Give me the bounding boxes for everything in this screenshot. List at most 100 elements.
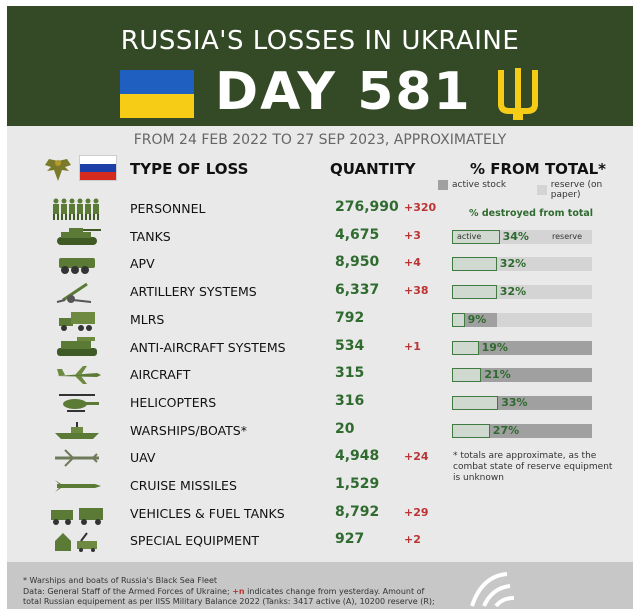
trucks-icon [47,502,107,526]
percent-bar: 32% [452,285,592,300]
percent-value: 21% [484,368,511,382]
loss-row: APV 8,950 +4 32% [7,252,633,276]
loss-type-label: ARTILLERY SYSTEMS [130,284,257,300]
loss-type-label: WARSHIPS/BOATS* [130,422,247,438]
type-of-loss-header: TYPE OF LOSS [130,160,249,178]
logo-icon [470,572,515,608]
active-label: active [457,231,482,241]
russia-flag-icon [79,155,117,181]
loss-quantity: 6,337 [335,282,380,299]
apv-icon [47,252,107,276]
destroyed-segment [452,312,465,327]
loss-quantity: 927 [335,531,365,548]
uav-icon [47,446,107,470]
daily-change: +1 [404,339,421,353]
percent-bar: 32% [452,257,592,272]
loss-row: CRUISE MISSILES 1,529 [7,474,633,498]
percent-bar: 21% [452,368,592,383]
loss-type-label: UAV [130,450,156,466]
loss-row: MLRS 792 9% [7,308,633,332]
trident-icon [498,68,538,120]
daily-change: +2 [404,533,421,547]
loss-type-label: CRUISE MISSILES [130,478,237,493]
footer-note-source: Data: General Staff of the Armed Forces … [23,587,425,596]
mlrs-icon [47,308,107,332]
loss-type-label: MLRS [130,311,165,327]
loss-quantity: 1,529 [335,476,380,492]
footer-note-iiss: total Russian equipement as per IISS Mil… [23,597,435,606]
loss-quantity: 792 [335,309,365,326]
destroyed-label: % destroyed from total [469,208,594,219]
aircraft-icon [47,363,107,387]
loss-type-label: TANKS [130,228,171,244]
daily-change: +38 [404,284,429,298]
percent-value: 19% [481,340,508,354]
destroyed-segment [452,423,490,438]
loss-type-label: ANTI-AIRCRAFT SYSTEMS [130,339,286,355]
reserve-label: reserve [552,231,583,241]
header-banner: RUSSIA'S LOSSES IN UKRAINE DAY 581 [7,6,633,126]
special-equipment-icon [47,529,107,553]
warship-icon [47,419,107,443]
infographic-title: RUSSIA'S LOSSES IN UKRAINE [120,26,520,56]
loss-row: WARSHIPS/BOATS* 20 27% [7,419,633,443]
loss-row: ANTI-AIRCRAFT SYSTEMS 534 +1 19% [7,336,633,360]
loss-quantity: 20 [335,420,355,437]
percent-bar: 34% active reserve [452,229,592,244]
percent-bar: 9% [452,312,592,327]
period-subtitle: FROM 24 FEB 2022 TO 27 SEP 2023, APPROXI… [133,132,507,148]
loss-type-label: SPECIAL EQUIPMENT [130,533,260,549]
legend-active: active stock [438,180,506,190]
daily-change: +24 [404,450,429,464]
day-counter: DAY 581 [215,62,472,122]
loss-row: TANKS 4,675 +3 34% active reserve [7,225,633,249]
loss-quantity: 4,948 [335,448,380,465]
loss-row: UAV 4,948 +24 [7,446,633,470]
loss-row: VEHICLES & FUEL TANKS 8,792 +29 [7,502,633,526]
daily-change: +29 [404,505,429,519]
footer-note-warships: * Warships and boats of Russia's Black S… [23,576,218,585]
destroyed-segment [452,285,497,300]
tank-icon [47,225,107,249]
daily-change: +320 [404,201,437,214]
helicopter-icon [47,391,107,415]
anti-aircraft-icon [47,336,107,360]
percent-bar: 27% [452,423,592,438]
loss-row: ARTILLERY SYSTEMS 6,337 +38 32% [7,280,633,304]
destroyed-segment [452,340,479,355]
loss-quantity: 8,950 [335,254,380,271]
loss-row: PERSONNEL 276,990 +320 [7,197,633,221]
loss-row: SPECIAL EQUIPMENT 927 +2 [7,529,633,553]
percent-bar: 19% [452,340,592,355]
loss-type-label: PERSONNEL [130,201,206,216]
cruise-missile-icon [47,474,107,498]
loss-quantity: 534 [335,337,365,354]
percent-value: 34% [502,229,529,243]
loss-row: HELICOPTERS 316 33% [7,391,633,415]
reserve-segment [496,257,592,272]
daily-change: +3 [404,228,421,242]
loss-type-label: VEHICLES & FUEL TANKS [130,505,285,521]
soldiers-icon [47,197,107,221]
percent-value: 33% [501,395,528,409]
loss-quantity: 8,792 [335,503,380,520]
loss-quantity: 316 [335,392,365,409]
quantity-header: QUANTITY [330,160,416,178]
russian-eagle-icon [45,159,71,181]
loss-type-label: APV [130,256,155,272]
destroyed-segment [452,257,497,272]
percent-header: % FROM TOTAL* [470,160,607,178]
percent-bar: 33% [452,395,592,410]
loss-type-label: AIRCRAFT [130,367,191,383]
percent-value: 32% [499,285,527,299]
loss-quantity: 276,990 [335,199,399,215]
ukraine-flag-icon [120,70,194,118]
reserve-segment [499,229,592,244]
reserve-segment [496,285,592,300]
main-panel: FROM 24 FEB 2022 TO 27 SEP 2023, APPROXI… [7,126,633,562]
loss-row: AIRCRAFT 315 21% [7,363,633,387]
destroyed-segment [452,368,482,383]
totals-note: * totals are approximate, as the combat … [453,451,613,483]
legend-reserve: reserve (on paper) [537,180,633,200]
